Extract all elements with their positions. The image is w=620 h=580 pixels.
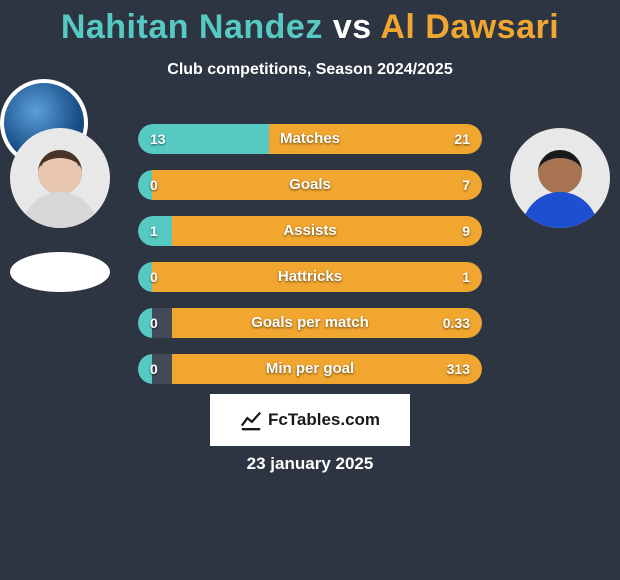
stat-row: Hattricks0 1	[138, 262, 482, 292]
stat-value-player1: 0	[150, 354, 158, 384]
stat-label: Goals	[138, 170, 482, 200]
chart-icon	[240, 409, 262, 431]
stats-bars: Matches1321Goals07Assists19Hattricks01Go…	[138, 124, 482, 400]
stat-row: Goals per match0 0.33	[138, 308, 482, 338]
stat-value-player2: 7	[462, 170, 470, 200]
stat-value-player1: 0	[150, 308, 158, 338]
stat-row: Matches13 21	[138, 124, 482, 154]
player2-body	[522, 192, 598, 228]
stat-row: Goals0 7	[138, 170, 482, 200]
stat-value-player2: 9	[462, 216, 470, 246]
brand-text: FcTables.com	[268, 410, 380, 430]
stat-value-player1: 13	[150, 124, 166, 154]
subtitle: Club competitions, Season 2024/2025	[0, 61, 620, 79]
stat-row: Min per goal0 313	[138, 354, 482, 384]
stat-value-player1: 0	[150, 170, 158, 200]
player1-club-logo	[10, 252, 110, 292]
player2-silhouette	[520, 146, 600, 228]
stat-label: Assists	[138, 216, 482, 246]
stat-row: Assists1 9	[138, 216, 482, 246]
player1-body	[22, 192, 98, 228]
vs-text: vs	[333, 8, 372, 46]
player2-head	[538, 150, 582, 194]
player1-name: Nahitan Nandez	[61, 8, 323, 46]
brand-badge: FcTables.com	[210, 394, 410, 446]
player1-head	[38, 150, 82, 194]
player1-avatar	[10, 128, 110, 228]
stat-label: Matches	[138, 124, 482, 154]
player2-name: Al Dawsari	[380, 8, 559, 46]
stat-label: Min per goal	[138, 354, 482, 384]
player1-silhouette	[20, 146, 100, 228]
stat-value-player2: 0.33	[443, 308, 470, 338]
stat-value-player1: 0	[150, 262, 158, 292]
player2-avatar	[510, 128, 610, 228]
stat-label: Goals per match	[138, 308, 482, 338]
page-title: Nahitan Nandez vs Al Dawsari	[0, 0, 620, 47]
stat-value-player2: 313	[447, 354, 470, 384]
stat-value-player2: 21	[454, 124, 470, 154]
stat-value-player2: 1	[462, 262, 470, 292]
date-text: 23 january 2025	[0, 454, 620, 474]
stat-label: Hattricks	[138, 262, 482, 292]
stat-value-player1: 1	[150, 216, 158, 246]
